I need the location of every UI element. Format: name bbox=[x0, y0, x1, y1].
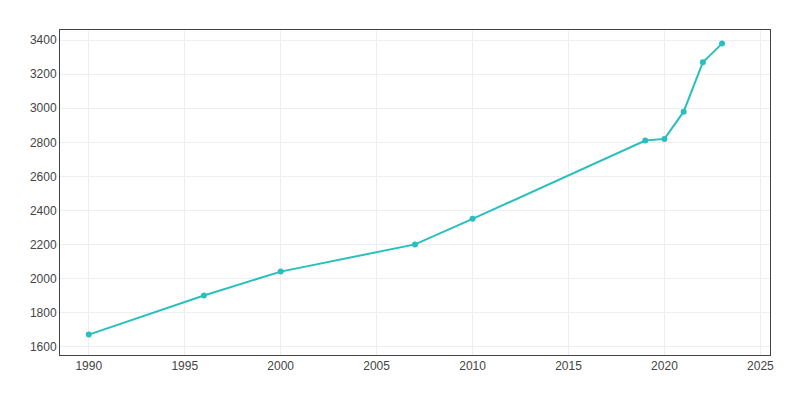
svg-text:2600: 2600 bbox=[30, 170, 57, 184]
svg-text:1995: 1995 bbox=[171, 359, 198, 373]
svg-text:2400: 2400 bbox=[30, 204, 57, 218]
svg-text:2000: 2000 bbox=[30, 272, 57, 286]
svg-text:1600: 1600 bbox=[30, 340, 57, 354]
svg-text:2015: 2015 bbox=[555, 359, 582, 373]
svg-text:1800: 1800 bbox=[30, 306, 57, 320]
svg-text:2800: 2800 bbox=[30, 136, 57, 150]
svg-text:2025: 2025 bbox=[747, 359, 774, 373]
svg-text:2000: 2000 bbox=[267, 359, 294, 373]
svg-text:3400: 3400 bbox=[30, 33, 57, 47]
svg-text:3000: 3000 bbox=[30, 101, 57, 115]
svg-text:2200: 2200 bbox=[30, 238, 57, 252]
svg-text:1990: 1990 bbox=[75, 359, 102, 373]
svg-text:2010: 2010 bbox=[459, 359, 486, 373]
svg-text:3200: 3200 bbox=[30, 67, 57, 81]
svg-text:2005: 2005 bbox=[363, 359, 390, 373]
svg-text:2020: 2020 bbox=[651, 359, 678, 373]
